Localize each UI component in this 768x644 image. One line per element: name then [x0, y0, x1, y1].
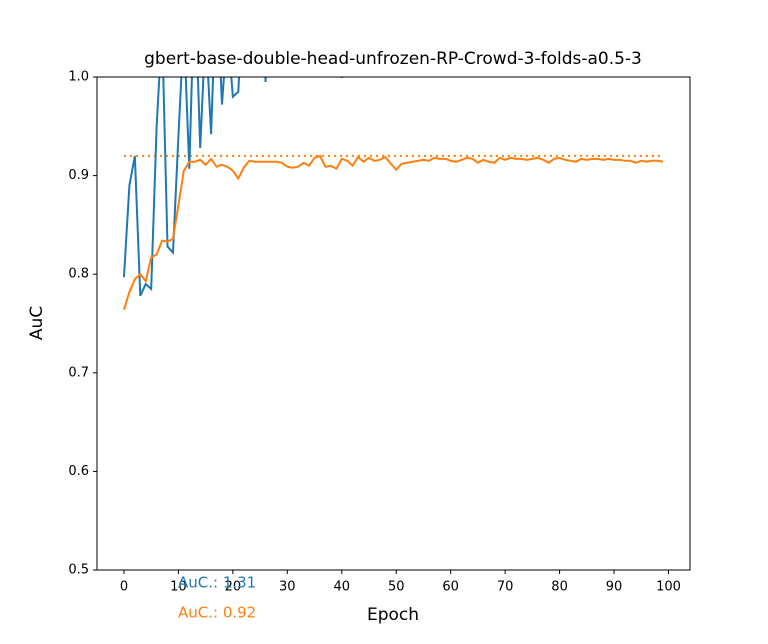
x-tick-label: 80	[551, 580, 568, 595]
annotation: AuC.: 1.31	[178, 574, 256, 592]
x-tick-label: 30	[279, 580, 296, 595]
x-tick-label: 40	[333, 580, 350, 595]
y-tick-label: 1.0	[68, 70, 89, 85]
x-tick-label: 10	[170, 580, 187, 595]
x-tick-label: 0	[120, 580, 128, 595]
x-tick-label: 100	[656, 580, 681, 595]
y-tick-label: 0.7	[68, 365, 89, 380]
y-tick-label: 0.5	[68, 563, 89, 578]
axes-frame	[96, 76, 691, 571]
chart-title: gbert-base-double-head-unfrozen-RP-Crowd…	[144, 49, 642, 69]
y-tick-label: 0.8	[68, 267, 89, 282]
plot-area	[122, 77, 664, 310]
data-line	[122, 77, 365, 297]
y-axis-label: AuC	[27, 306, 47, 340]
x-axis-label: Epoch	[367, 605, 419, 625]
data-line	[122, 154, 664, 310]
x-tick-label: 60	[442, 580, 459, 595]
x-tick-label: 90	[606, 580, 623, 595]
x-tick-label: 20	[225, 580, 242, 595]
x-tick-label: 70	[497, 580, 514, 595]
y-tick-label: 0.6	[68, 464, 89, 479]
y-tick-label: 0.9	[68, 168, 89, 183]
x-tick-label: 50	[388, 580, 405, 595]
annotation: AuC.: 0.92	[178, 604, 256, 622]
